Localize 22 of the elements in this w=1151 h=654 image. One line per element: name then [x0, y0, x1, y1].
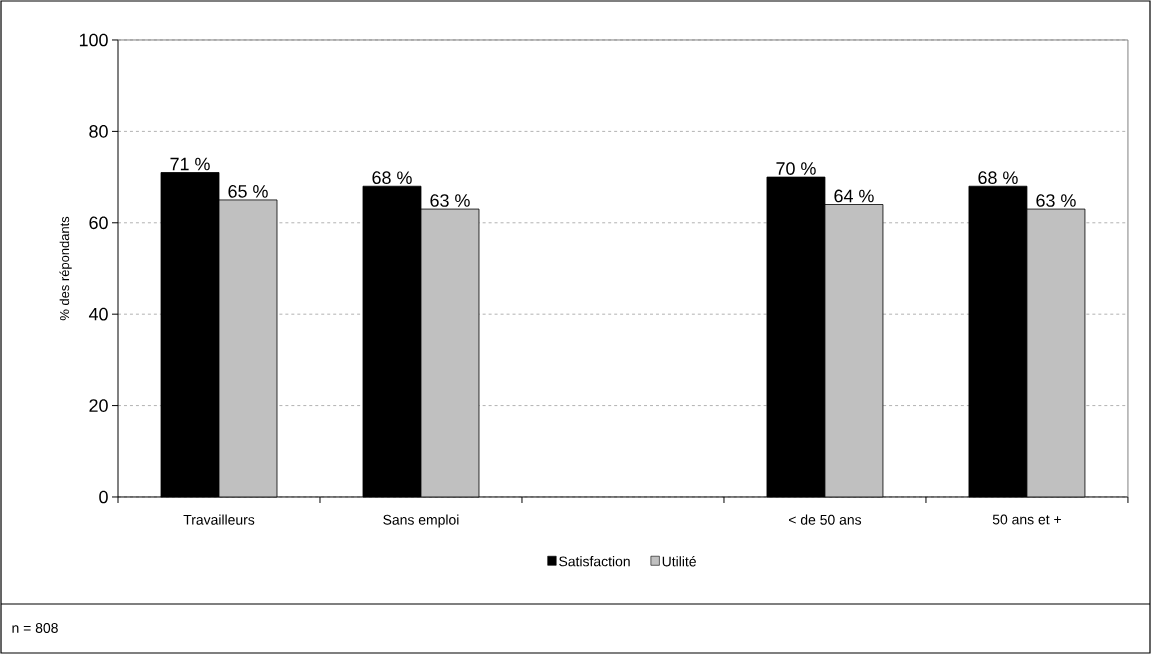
data-label: 63 % — [430, 194, 470, 207]
y-tick-label: 100 — [79, 33, 108, 47]
y-axis-title: % des répondants — [59, 216, 72, 321]
data-label: 65 % — [228, 185, 268, 198]
text: n = 808 — [12, 623, 58, 633]
y-tick-label: 40 — [88, 307, 108, 321]
data-label: 68 % — [372, 171, 412, 185]
legend-label: Utilité — [662, 556, 696, 567]
legend-label: Satisfaction — [559, 556, 630, 567]
y-tick-label: 80 — [89, 125, 108, 138]
data-label: 68 % — [978, 171, 1018, 185]
x-tick-label: < de 50 ans — [789, 514, 862, 525]
data-label: 63 % — [1036, 194, 1076, 207]
x-tick-label: 50 ans et + — [992, 514, 1061, 525]
x-tick-label: Sans emploi — [383, 514, 459, 528]
data-label: 64 % — [834, 189, 874, 203]
y-tick-label: 60 — [89, 216, 108, 230]
y-tick-label: 0 — [99, 490, 108, 504]
y-tick-label: 20 — [89, 399, 108, 412]
data-label: 71 % — [170, 157, 210, 171]
data-label: 70 % — [776, 162, 816, 175]
x-tick-label: Travailleurs — [183, 514, 255, 525]
